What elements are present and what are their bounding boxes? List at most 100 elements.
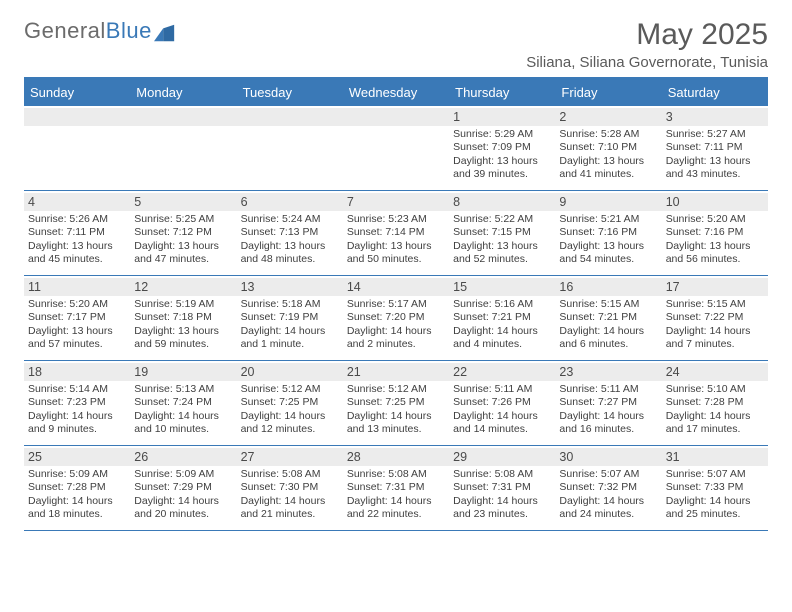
daylight-text: Daylight: 14 hours and 17 minutes. [666, 410, 764, 437]
day-info: Sunrise: 5:12 AMSunset: 7:25 PMDaylight:… [347, 383, 445, 437]
daylight-text: Daylight: 13 hours and 39 minutes. [453, 155, 551, 182]
sunrise-text: Sunrise: 5:19 AM [134, 298, 232, 311]
day-number: 3 [666, 110, 764, 124]
weekday-label: Wednesday [343, 79, 449, 106]
sunset-text: Sunset: 7:21 PM [453, 311, 551, 324]
day-number-row: 20 [237, 363, 343, 381]
sunset-text: Sunset: 7:28 PM [666, 396, 764, 409]
day-number: 23 [559, 365, 657, 379]
sunset-text: Sunset: 7:28 PM [28, 481, 126, 494]
day-number-row: 26 [130, 448, 236, 466]
day-number: 24 [666, 365, 764, 379]
sunrise-text: Sunrise: 5:08 AM [453, 468, 551, 481]
daylight-text: Daylight: 13 hours and 52 minutes. [453, 240, 551, 267]
day-number-row: 16 [555, 278, 661, 296]
day-number-row: . [343, 108, 449, 126]
day-number-row: 11 [24, 278, 130, 296]
day-info: Sunrise: 5:15 AMSunset: 7:22 PMDaylight:… [666, 298, 764, 352]
sunrise-text: Sunrise: 5:28 AM [559, 128, 657, 141]
sunset-text: Sunset: 7:10 PM [559, 141, 657, 154]
daylight-text: Daylight: 13 hours and 59 minutes. [134, 325, 232, 352]
sunrise-text: Sunrise: 5:24 AM [241, 213, 339, 226]
title-block: May 2025 Siliana, Siliana Governorate, T… [526, 18, 768, 71]
day-number-row: 30 [555, 448, 661, 466]
sunset-text: Sunset: 7:17 PM [28, 311, 126, 324]
daylight-text: Daylight: 13 hours and 56 minutes. [666, 240, 764, 267]
day-info: Sunrise: 5:08 AMSunset: 7:30 PMDaylight:… [241, 468, 339, 522]
sunset-text: Sunset: 7:25 PM [347, 396, 445, 409]
sunrise-text: Sunrise: 5:10 AM [666, 383, 764, 396]
day-number: 9 [559, 195, 657, 209]
day-cell: 22Sunrise: 5:11 AMSunset: 7:26 PMDayligh… [449, 361, 555, 445]
day-info: Sunrise: 5:09 AMSunset: 7:29 PMDaylight:… [134, 468, 232, 522]
brand-part2: Blue [106, 18, 152, 44]
brand-part1: General [24, 18, 106, 44]
weekday-label: Tuesday [237, 79, 343, 106]
day-cell: 23 Sunrise: 5:11 AMSunset: 7:27 PMDayligh… [555, 361, 661, 445]
daylight-text: Daylight: 14 hours and 16 minutes. [559, 410, 657, 437]
day-cell: . [24, 106, 130, 190]
sunrise-text: Sunrise: 5:22 AM [453, 213, 551, 226]
day-number-row: 21 [343, 363, 449, 381]
day-info: Sunrise: 5:10 AMSunset: 7:28 PMDaylight:… [666, 383, 764, 437]
day-number-row: 4 [24, 193, 130, 211]
day-cell: 7Sunrise: 5:23 AMSunset: 7:14 PMDaylight… [343, 191, 449, 275]
day-info: Sunrise: 5:26 AMSunset: 7:11 PMDaylight:… [28, 213, 126, 267]
day-info: Sunrise: 5:19 AMSunset: 7:18 PMDaylight:… [134, 298, 232, 352]
sunset-text: Sunset: 7:27 PM [559, 396, 657, 409]
sunrise-text: Sunrise: 5:11 AM [559, 383, 657, 396]
daylight-text: Daylight: 14 hours and 24 minutes. [559, 495, 657, 522]
sunset-text: Sunset: 7:13 PM [241, 226, 339, 239]
day-info: Sunrise: 5:28 AMSunset: 7:10 PMDaylight:… [559, 128, 657, 182]
day-number: 6 [241, 195, 339, 209]
sunrise-text: Sunrise: 5:18 AM [241, 298, 339, 311]
daylight-text: Daylight: 13 hours and 57 minutes. [28, 325, 126, 352]
week-row: 25Sunrise: 5:09 AMSunset: 7:28 PMDayligh… [24, 446, 768, 531]
sunrise-text: Sunrise: 5:26 AM [28, 213, 126, 226]
sunset-text: Sunset: 7:16 PM [559, 226, 657, 239]
day-number: 20 [241, 365, 339, 379]
daylight-text: Daylight: 14 hours and 14 minutes. [453, 410, 551, 437]
day-cell: 6Sunrise: 5:24 AMSunset: 7:13 PMDaylight… [237, 191, 343, 275]
daylight-text: Daylight: 14 hours and 1 minute. [241, 325, 339, 352]
sunset-text: Sunset: 7:31 PM [347, 481, 445, 494]
day-cell: 31Sunrise: 5:07 AMSunset: 7:33 PMDayligh… [662, 446, 768, 530]
weekday-label: Thursday [449, 79, 555, 106]
day-number-row: 1 [449, 108, 555, 126]
day-cell: . [343, 106, 449, 190]
day-number-row: 15 [449, 278, 555, 296]
daylight-text: Daylight: 14 hours and 22 minutes. [347, 495, 445, 522]
brand-logo: GeneralBlue [24, 18, 176, 44]
day-number-row: 27 [237, 448, 343, 466]
day-cell: . [130, 106, 236, 190]
day-cell: 4 Sunrise: 5:26 AMSunset: 7:11 PMDaylight… [24, 191, 130, 275]
day-number-row: 5 [130, 193, 236, 211]
sunset-text: Sunset: 7:33 PM [666, 481, 764, 494]
logo-mark-icon [154, 22, 176, 40]
sunset-text: Sunset: 7:30 PM [241, 481, 339, 494]
day-number: 13 [241, 280, 339, 294]
day-cell: 15Sunrise: 5:16 AMSunset: 7:21 PMDayligh… [449, 276, 555, 360]
day-number-row: 19 [130, 363, 236, 381]
day-number: 14 [347, 280, 445, 294]
day-cell: 20Sunrise: 5:12 AMSunset: 7:25 PMDayligh… [237, 361, 343, 445]
day-info: Sunrise: 5:07 AMSunset: 7:33 PMDaylight:… [666, 468, 764, 522]
day-cell: 26 Sunrise: 5:09 AMSunset: 7:29 PMDayligh… [130, 446, 236, 530]
day-number: 17 [666, 280, 764, 294]
day-cell: 30Sunrise: 5:07 AMSunset: 7:32 PMDayligh… [555, 446, 661, 530]
daylight-text: Daylight: 13 hours and 47 minutes. [134, 240, 232, 267]
day-number: 1 [453, 110, 551, 124]
weekday-label: Friday [555, 79, 661, 106]
day-number: 29 [453, 450, 551, 464]
day-number-row: 6 [237, 193, 343, 211]
sunset-text: Sunset: 7:32 PM [559, 481, 657, 494]
day-info: Sunrise: 5:21 AMSunset: 7:16 PMDaylight:… [559, 213, 657, 267]
daylight-text: Daylight: 14 hours and 21 minutes. [241, 495, 339, 522]
day-number-row: . [237, 108, 343, 126]
day-number: 7 [347, 195, 445, 209]
day-cell: 16Sunrise: 5:15 AMSunset: 7:21 PMDayligh… [555, 276, 661, 360]
sunset-text: Sunset: 7:12 PM [134, 226, 232, 239]
day-number-row: 7 [343, 193, 449, 211]
sunrise-text: Sunrise: 5:21 AM [559, 213, 657, 226]
day-number: 28 [347, 450, 445, 464]
